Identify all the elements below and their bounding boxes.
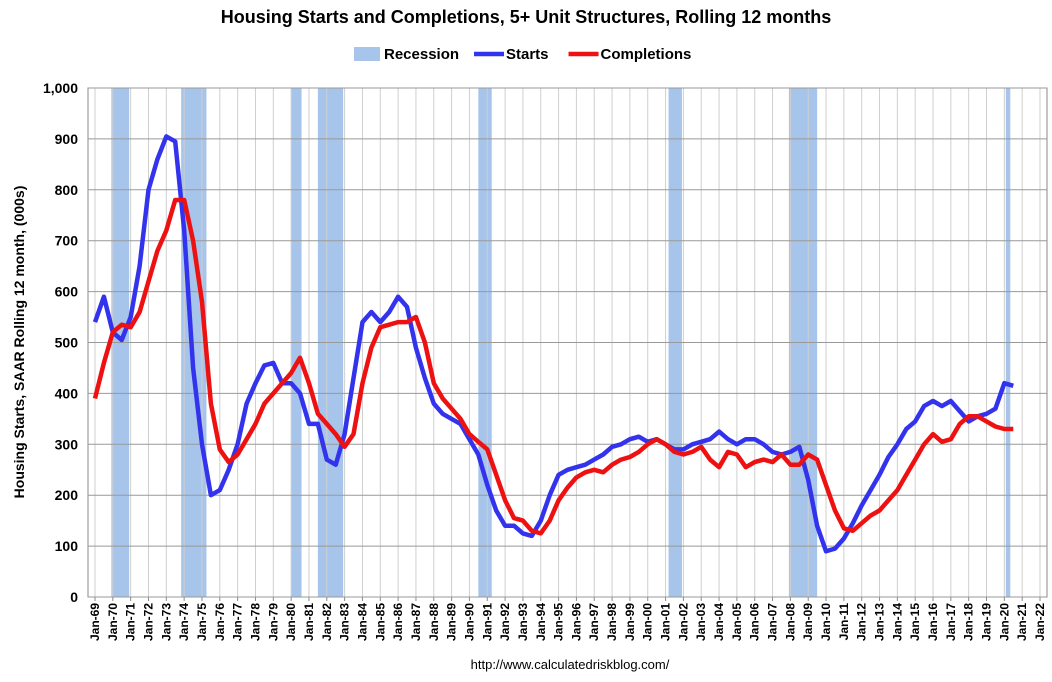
x-tick-label: Jan-22 (1033, 603, 1047, 641)
x-tick-label: Jan-10 (819, 603, 833, 641)
x-tick-label: Jan-04 (712, 603, 726, 641)
x-tick-label: Jan-78 (248, 603, 262, 641)
x-tick-label: Jan-12 (855, 603, 869, 641)
x-tick-label: Jan-80 (284, 603, 298, 641)
x-tick-label: Jan-14 (890, 603, 904, 641)
x-tick-label: Jan-94 (534, 603, 548, 641)
x-tick-label: Jan-82 (320, 603, 334, 641)
x-tick-label: Jan-01 (659, 603, 673, 641)
x-tick-label: Jan-77 (231, 603, 245, 641)
x-tick-label: Jan-87 (409, 603, 423, 641)
y-tick-label: 500 (55, 335, 79, 351)
x-tick-label: Jan-19 (980, 603, 994, 641)
series-line (92, 197, 1014, 536)
y-tick-label: 700 (55, 233, 79, 249)
legend-swatch (354, 47, 380, 61)
x-tick-label: Jan-05 (730, 603, 744, 641)
x-tick-label: Jan-89 (445, 603, 459, 641)
series-line (92, 134, 1014, 554)
x-tick-label: Jan-13 (873, 603, 887, 641)
x-tick-label: Jan-95 (552, 603, 566, 641)
y-tick-label: 800 (55, 182, 79, 198)
x-tick-label: Jan-83 (338, 603, 352, 641)
y-tick-label: 600 (55, 284, 79, 300)
x-tick-label: Jan-96 (569, 603, 583, 641)
x-tick-label: Jan-74 (177, 603, 191, 641)
x-tick-label: Jan-00 (641, 603, 655, 641)
legend-label: Starts (506, 46, 549, 63)
x-tick-label: Jan-76 (213, 603, 227, 641)
x-tick-label: Jan-21 (1015, 603, 1029, 641)
x-tick-label: Jan-20 (997, 603, 1011, 641)
y-tick-label: 0 (70, 589, 78, 605)
x-tick-label: Jan-98 (605, 603, 619, 641)
legend-label: Completions (601, 46, 692, 63)
x-tick-label: Jan-85 (373, 603, 387, 641)
source: http://www.calculatedriskblog.com/ (471, 657, 670, 672)
y-axis-label: Housing Starts, SAAR Rolling 12 month, (… (11, 186, 27, 499)
x-tick-label: Jan-86 (391, 603, 405, 641)
x-tick-label: Jan-93 (516, 603, 530, 641)
x-tick-label: Jan-91 (480, 603, 494, 641)
x-tick-label: Jan-88 (427, 603, 441, 641)
x-tick-label: Jan-08 (783, 603, 797, 641)
legend-label: Recession (384, 46, 459, 63)
x-tick-label: Jan-02 (676, 603, 690, 641)
x-tick-label: Jan-03 (694, 603, 708, 641)
x-tick-label: Jan-09 (801, 603, 815, 641)
x-tick-label: Jan-69 (88, 603, 102, 641)
x-tick-label: Jan-18 (962, 603, 976, 641)
chart-title: Housing Starts and Completions, 5+ Unit … (221, 7, 832, 27)
x-tick-label: Jan-71 (124, 603, 138, 641)
x-tick-label: Jan-17 (944, 603, 958, 641)
x-tick-label: Jan-90 (462, 603, 476, 641)
x-tick-label: Jan-81 (302, 603, 316, 641)
x-tick-label: Jan-70 (106, 603, 120, 641)
x-tick-label: Jan-79 (266, 603, 280, 641)
x-tick-label: Jan-92 (498, 603, 512, 641)
y-tick-label: 1,000 (43, 80, 78, 96)
x-tick-label: Jan-97 (587, 603, 601, 641)
x-tick-label: Jan-84 (355, 603, 369, 641)
y-tick-label: 200 (55, 487, 79, 503)
y-tick-label: 400 (55, 385, 79, 401)
x-tick-label: Jan-72 (141, 603, 155, 641)
x-tick-label: Jan-15 (908, 603, 922, 641)
y-tick-label: 900 (55, 131, 79, 147)
x-tick-label: Jan-06 (748, 603, 762, 641)
x-tick-label: Jan-99 (623, 603, 637, 641)
y-tick-label: 300 (55, 436, 79, 452)
x-tick-label: Jan-75 (195, 603, 209, 641)
y-tick-label: 100 (55, 538, 79, 554)
x-tick-label: Jan-07 (766, 603, 780, 641)
x-tick-label: Jan-73 (159, 603, 173, 641)
x-tick-label: Jan-16 (926, 603, 940, 641)
x-tick-label: Jan-11 (837, 603, 851, 641)
